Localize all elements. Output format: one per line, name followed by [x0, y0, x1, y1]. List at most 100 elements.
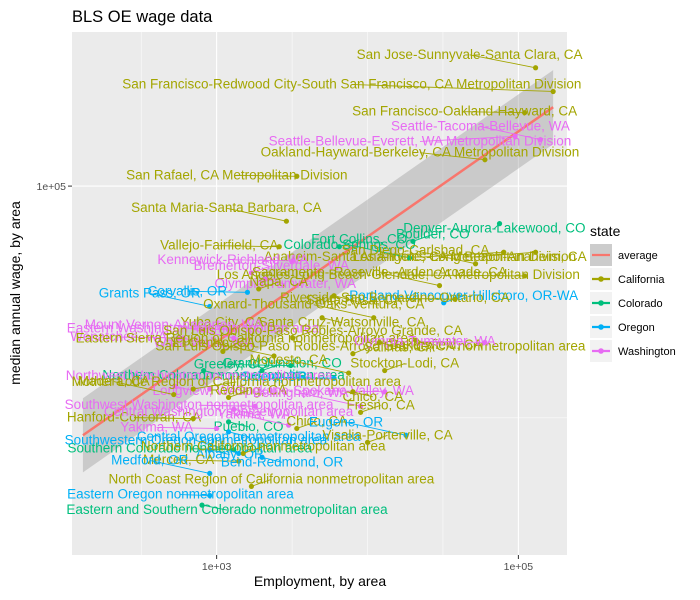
- data-point: [413, 337, 419, 343]
- label-leader-line: [226, 207, 287, 222]
- point-label: Santa Maria-Santa Barbara, CA: [131, 200, 322, 215]
- point-label: Grand Junction, CO: [222, 356, 341, 371]
- legend-title: state: [590, 223, 621, 239]
- label-leader-line: [296, 421, 317, 429]
- point-label: Chico, CA: [286, 413, 347, 428]
- data-point: [371, 315, 377, 321]
- label-leader-line: [424, 340, 485, 343]
- label-leader-line: [345, 421, 407, 436]
- point-label: Greeley, CO: [194, 357, 268, 372]
- data-point: [406, 255, 413, 261]
- point-label: San Luis Obispo-Paso Robles-Arroyo Grand…: [163, 323, 462, 338]
- legend-label: California: [618, 274, 665, 286]
- label-leader-line: [360, 404, 381, 413]
- data-point: [522, 273, 528, 279]
- point-label: Southwestern Oregon nonmetropolitan area: [65, 432, 328, 447]
- label-leader-line: [219, 245, 280, 248]
- data-point: [176, 335, 182, 341]
- point-label: North Coast Region of California nonmetr…: [109, 471, 435, 486]
- label-leader-line: [118, 336, 179, 339]
- data-point: [294, 425, 300, 432]
- label-leader-line: [228, 421, 249, 428]
- point-label: Portland-Vancouver-Hillsboro, OR-WA: [349, 288, 578, 303]
- data-point: [262, 276, 268, 282]
- data-point: [276, 244, 282, 250]
- data-point: [225, 327, 232, 333]
- label-leader-line: [228, 411, 289, 426]
- data-point: [283, 218, 289, 224]
- label-leader-line: [352, 391, 373, 398]
- data-point: [225, 419, 232, 425]
- label-leader-line: [412, 233, 434, 242]
- label-leader-line: [265, 278, 286, 285]
- point-label: Spokane-Spokane Valley, WA: [236, 383, 414, 398]
- x-tick-label: 1e+05: [504, 561, 534, 573]
- label-leader-line: [352, 346, 371, 355]
- plot-panel: [72, 32, 567, 555]
- axes: 1e+03 1e+05 1e+05: [37, 181, 534, 573]
- point-label: Northern California nonmetropolitan area: [141, 438, 386, 453]
- data-point: [180, 335, 186, 341]
- point-label: Sacramento--Roseville--Arden-Arcade, CA: [252, 265, 507, 280]
- data-point: [403, 432, 409, 438]
- label-leader-line: [251, 478, 272, 487]
- y-tick-label: 1e+05: [37, 181, 67, 193]
- data-point: [256, 286, 262, 292]
- label-leader-line: [419, 251, 504, 258]
- point-label: Seattle-Bellevue-Everett, WA Metropolita…: [269, 133, 572, 148]
- data-point: [207, 447, 213, 453]
- data-point: [472, 261, 479, 267]
- data-point: [288, 362, 294, 369]
- label-leader-line: [292, 330, 313, 339]
- label-leader-line: [469, 251, 536, 258]
- data-point: [171, 391, 177, 398]
- trend-layer: [82, 70, 554, 473]
- data-point: [532, 249, 539, 255]
- point-label: Eugene, OR: [309, 414, 384, 429]
- point-label: Riverside-San Bernardino-Ontario, CA: [280, 290, 510, 305]
- point-label: Northwest Washington nonmetropolitan are…: [66, 368, 333, 383]
- label-leader-line: [230, 364, 291, 367]
- data-point: [410, 238, 416, 244]
- point-label: Denver-Aurora-Lakewood, CO: [403, 221, 585, 236]
- point-label: Los Angeles-Long Beach-Glendale, CA Metr…: [217, 267, 580, 282]
- data-point: [522, 110, 528, 116]
- label-leader-line: [180, 494, 210, 496]
- x-tick-label: 1e+03: [202, 561, 232, 573]
- point-label: Bend-Redmond, OR: [221, 454, 344, 469]
- label-leader-line: [201, 322, 223, 331]
- label-leader-line: [464, 111, 525, 114]
- data-point: [331, 293, 337, 299]
- label-leader-line: [379, 272, 440, 287]
- data-point: [441, 300, 447, 306]
- data-point: [358, 409, 364, 415]
- data-point: [346, 370, 352, 376]
- label-leader-line: [233, 408, 254, 415]
- data-point: [231, 406, 237, 412]
- label-leader-line: [379, 341, 400, 348]
- label-leader-line: [351, 84, 554, 92]
- label-leader-line: [416, 339, 437, 346]
- data-point: [550, 88, 556, 95]
- data-point: [236, 458, 242, 464]
- label-leader-line: [178, 459, 239, 462]
- point-label: Kennewick-Richland, WA: [157, 252, 308, 267]
- data-point: [236, 450, 242, 457]
- legend-key-point: [598, 348, 604, 354]
- point-label: Central Washington nonmetropolitan area: [104, 404, 354, 419]
- legend-key-point: [598, 324, 604, 330]
- label-leader-line: [228, 390, 249, 398]
- point-label: Albany, OR: [196, 447, 264, 462]
- label-leader-line: [213, 342, 275, 357]
- label-leader-line: [288, 359, 349, 374]
- point-label: Napa, CA: [249, 274, 308, 289]
- point-label: Fort Collins, CO: [311, 232, 407, 247]
- legend-label: Colorado: [618, 298, 663, 310]
- label-leader-line: [261, 456, 283, 463]
- data-point: [336, 244, 342, 250]
- data-point: [482, 157, 488, 163]
- point-label: Bellingham, WA: [253, 385, 349, 400]
- label-leader-line: [394, 297, 455, 300]
- legend-label: Washington: [618, 346, 676, 358]
